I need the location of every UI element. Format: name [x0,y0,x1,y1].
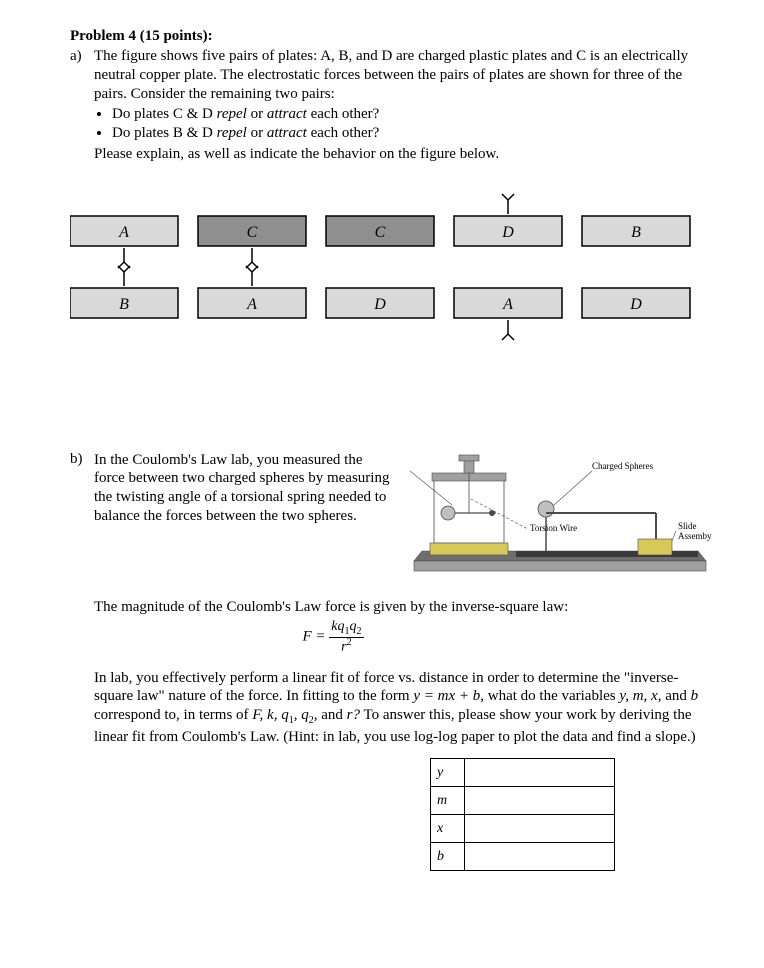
svg-text:B: B [631,224,641,241]
bullet-cd: Do plates C & D repel or attract each ot… [112,105,706,124]
plates-diagram: A B C A C D D A B D [70,186,710,356]
table-row: x [431,815,615,843]
figure-plates: A B C A C D D A B D [70,186,706,361]
part-b: b) In the Coulomb's Law lab, you measure… [70,451,706,584]
formula-lhs: F = [302,629,329,645]
part-a-instruction: Please explain, as well as indicate the … [94,145,706,164]
part-b-text: In the Coulomb's Law lab, you measured t… [94,451,394,526]
answer-label-x: x [431,815,465,843]
part-a-letter: a) [70,47,94,164]
svg-text:Slide: Slide [678,521,697,531]
problem-title: Problem 4 (15 points): [70,28,706,45]
answer-value-b [465,843,615,871]
answer-table: ymxb [430,758,615,871]
table-row: b [431,843,615,871]
formula-den: r2 [329,638,363,655]
svg-text:C: C [247,224,258,241]
answer-value-m [465,787,615,815]
answer-label-m: m [431,787,465,815]
svg-text:Assemby: Assemby [678,531,712,541]
svg-text:D: D [629,296,642,313]
formula-num: kq1q2 [329,620,363,638]
svg-text:A: A [118,224,129,241]
formula-fraction: kq1q2 r2 [329,620,363,654]
svg-text:D: D [373,296,386,313]
svg-text:A: A [246,296,257,313]
svg-text:C: C [375,224,386,241]
apparatus-figure: Charged Spheres Torsion Wire SlideAssemby [394,451,714,584]
page: Problem 4 (15 points): a) The figure sho… [0,0,764,968]
table-row: m [431,787,615,815]
svg-text:A: A [502,296,513,313]
svg-text:D: D [501,224,514,241]
linear-fit-paragraph: In lab, you effectively perform a linear… [70,669,706,747]
answer-label-b: b [431,843,465,871]
apparatus-diagram: Charged Spheres Torsion Wire SlideAssemby [406,451,714,579]
part-a-intro: The figure shows five pairs of plates: A… [94,47,706,103]
bullet-bd: Do plates B & D repel or attract each ot… [112,124,706,143]
answer-value-y [465,759,615,787]
answer-value-x [465,815,615,843]
part-a: a) The figure shows five pairs of plates… [70,47,706,164]
coulomb-formula: F = kq1q2 r2 [0,620,706,654]
table-row: y [431,759,615,787]
svg-text:B: B [119,296,129,313]
svg-text:Charged Spheres: Charged Spheres [592,461,654,471]
part-a-bullets: Do plates C & D repel or attract each ot… [94,105,706,143]
coulomb-intro: The magnitude of the Coulomb's Law force… [70,598,706,617]
part-b-letter: b) [70,451,94,468]
answer-label-y: y [431,759,465,787]
svg-text:Torsion Wire: Torsion Wire [530,523,577,533]
